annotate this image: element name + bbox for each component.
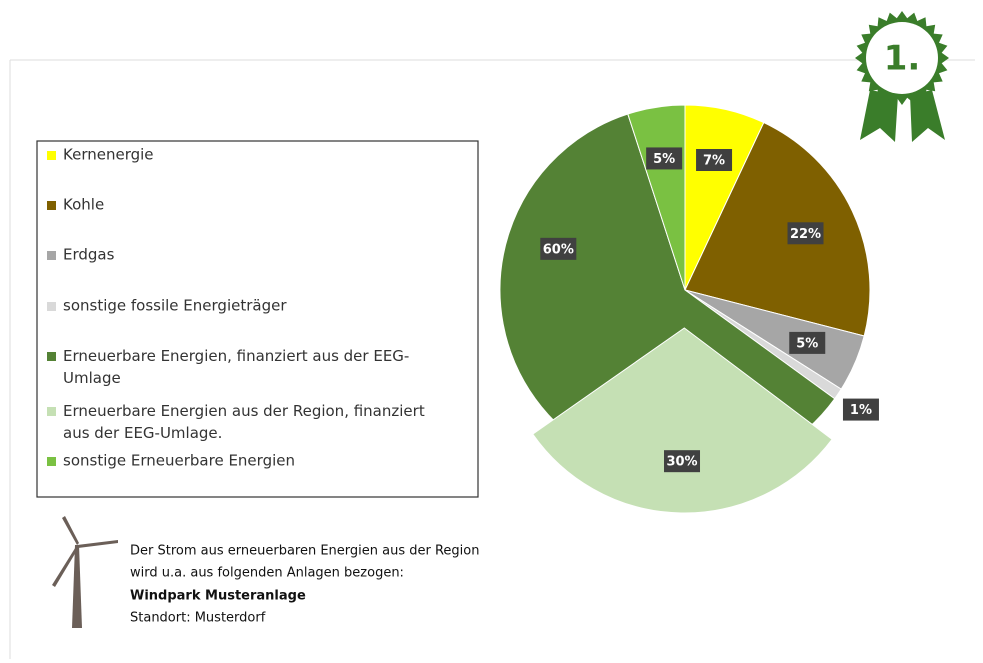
info-text: Der Strom aus erneuerbaren Energien aus …	[130, 544, 479, 559]
legend-swatch	[47, 407, 56, 416]
data-label-box	[696, 149, 733, 172]
blade	[62, 516, 79, 545]
data-label: 30%	[666, 455, 697, 470]
data-label: 7%	[703, 154, 725, 169]
legend-line: Erneuerbare Energien aus der Region, fin…	[63, 402, 425, 420]
info-text: wird u.a. aus folgenden Anlagen bezogen:	[130, 566, 404, 581]
data-label: 22%	[790, 227, 821, 242]
legend-swatch	[47, 251, 56, 260]
data-label: 5%	[653, 152, 675, 167]
legend-box	[36, 140, 479, 498]
data-label: 1%	[850, 403, 872, 418]
legend: Kernenergie Kohle Erdgas sonstige fossile E…	[47, 146, 425, 470]
ribbon	[910, 90, 945, 142]
legend-label: Erdgas	[63, 246, 115, 264]
legend-label: Erneuerbare Energien aus der Region, fin…	[63, 402, 425, 442]
ribbon	[860, 90, 898, 142]
badge-text: 1.	[884, 39, 921, 79]
data-label-box	[787, 222, 824, 245]
legend-swatch	[47, 151, 56, 160]
data-label-box	[664, 450, 701, 473]
info-location: Standort: Musterdorf	[130, 611, 266, 626]
legend-line: Erneuerbare Energien, finanziert aus der…	[63, 347, 409, 365]
tower	[72, 545, 82, 628]
legend-line: aus der EEG-Umlage.	[63, 424, 222, 442]
pie-slice	[684, 121, 871, 337]
legend-label: Kohle	[63, 196, 104, 214]
pie: 7% 22% 5% 1% 60% 5% 30%	[499, 104, 879, 514]
legend-line: Umlage	[63, 369, 121, 387]
badge: 1.	[855, 11, 949, 142]
legend-swatch	[47, 352, 56, 361]
rosette-center	[866, 22, 938, 94]
legend-swatch	[47, 302, 56, 311]
blade	[52, 545, 79, 587]
blade	[77, 540, 118, 548]
legend-label: sonstige Erneuerbare Energien	[63, 452, 295, 470]
legend-swatch	[47, 457, 56, 466]
info-plant: Windpark Musteranlage	[130, 589, 306, 604]
data-label-box	[646, 147, 683, 170]
data-label-box	[540, 237, 577, 260]
legend-label: Kernenergie	[63, 146, 154, 164]
legend-swatch	[47, 201, 56, 210]
data-label-box	[789, 331, 826, 354]
wind-turbine	[52, 516, 118, 628]
data-label-box	[842, 398, 879, 421]
legend-label: Erneuerbare Energien, finanziert aus der…	[63, 347, 409, 387]
legend-label: sonstige fossile Energieträger	[63, 297, 287, 315]
data-label: 60%	[543, 242, 574, 257]
pie-slice	[532, 327, 833, 514]
data-label: 5%	[796, 336, 818, 351]
